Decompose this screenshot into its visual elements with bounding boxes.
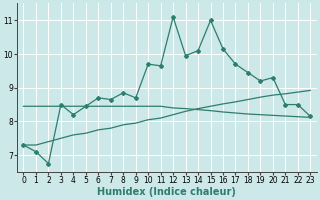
X-axis label: Humidex (Indice chaleur): Humidex (Indice chaleur) — [98, 187, 236, 197]
